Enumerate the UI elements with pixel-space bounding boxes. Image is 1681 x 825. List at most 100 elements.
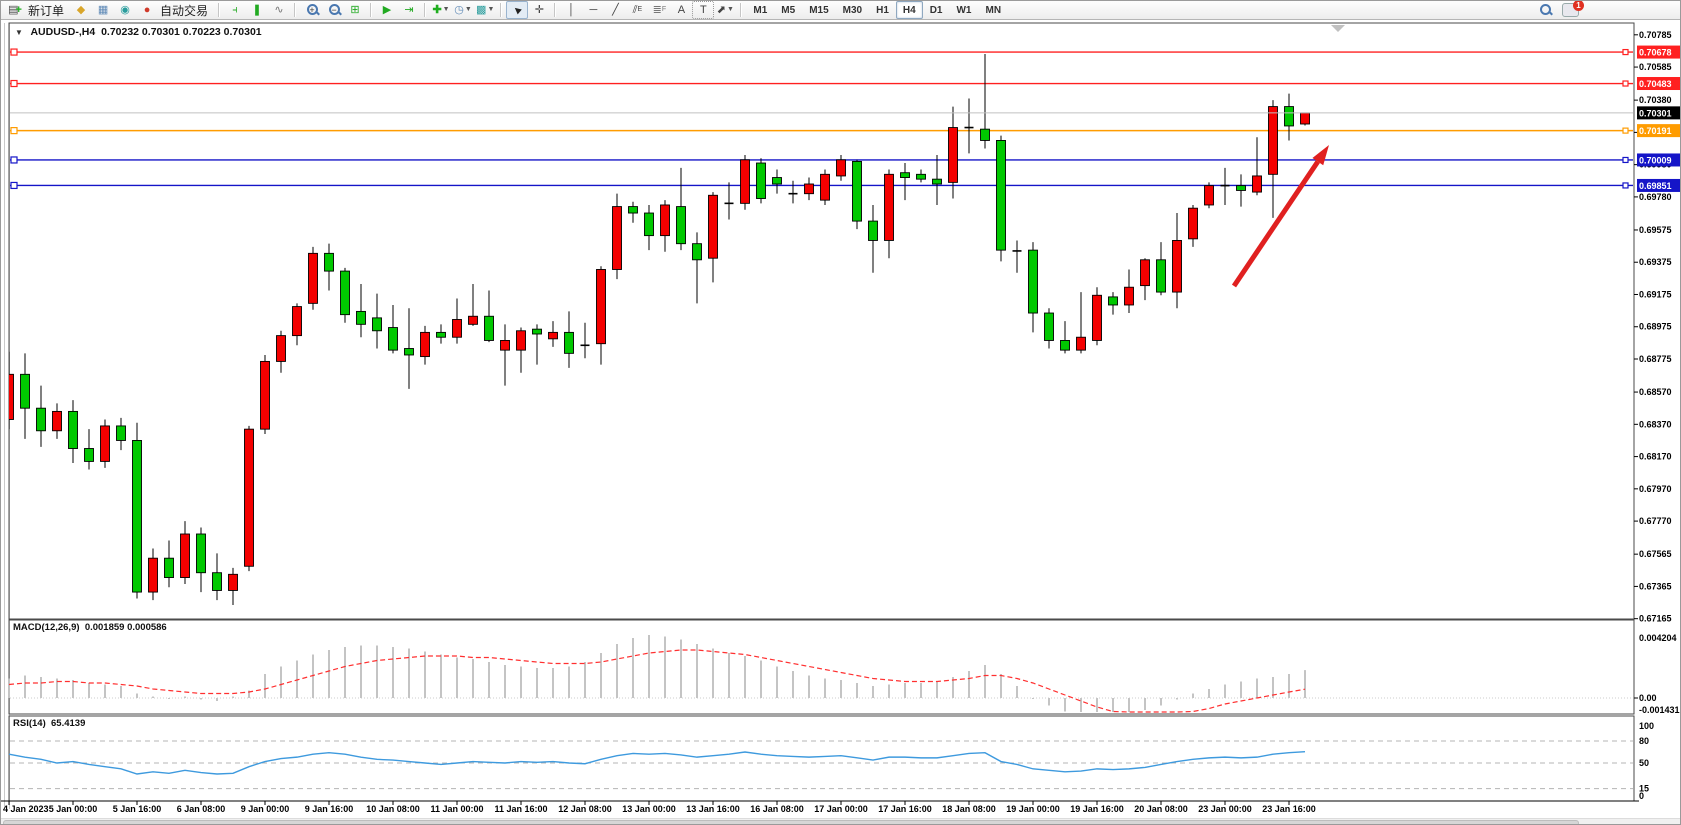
- horizontal-line-tool-icon[interactable]: ─: [589, 4, 598, 16]
- price-line-0.70678[interactable]: [10, 48, 1633, 56]
- macd-label: MACD(12,26,9): [13, 622, 80, 633]
- macd-bar: [600, 653, 602, 698]
- timeframe-button-d1[interactable]: D1: [929, 4, 943, 16]
- macd-signal-line: [8, 649, 1306, 713]
- annotation-arrow[interactable]: [1231, 145, 1329, 288]
- candle-body: [740, 159, 750, 204]
- expert-advisor-icon[interactable]: ◉: [120, 4, 130, 16]
- chart-title[interactable]: ▼ AUDUSD-,H4 0.70232 0.70301 0.70223 0.7…: [15, 26, 262, 38]
- autotrading-icon[interactable]: ●: [143, 4, 151, 16]
- zoom-in-icon[interactable]: +: [300, 1, 322, 19]
- periods-icon[interactable]: ◷ ▼: [454, 4, 472, 16]
- timeframe-button-m1[interactable]: M1: [753, 4, 768, 16]
- candle-body: [756, 162, 766, 199]
- fibonacci-tool-icon[interactable]: ≣ F: [652, 4, 667, 16]
- candle-body: [340, 270, 350, 316]
- svg-text:0.67565: 0.67565: [1639, 549, 1672, 559]
- line-handle: [1622, 127, 1629, 134]
- timeframe-button-w1[interactable]: W1: [956, 4, 972, 16]
- candle-body: [852, 160, 862, 222]
- indicators-icon[interactable]: ✚ ▼: [432, 4, 450, 16]
- auto-scroll-icon[interactable]: ▶: [382, 4, 392, 16]
- timeframe-button-mn[interactable]: MN: [985, 4, 1002, 16]
- notifications-icon[interactable]: 1: [1562, 1, 1584, 17]
- candles-layer[interactable]: [5, 54, 1310, 605]
- candle-body: [804, 183, 814, 195]
- svg-text:0.67365: 0.67365: [1639, 581, 1672, 591]
- candle-body: [100, 425, 110, 462]
- chart-shift-marker[interactable]: [1331, 25, 1345, 32]
- text-tool-icon[interactable]: A: [677, 4, 686, 16]
- cursor-tool-icon[interactable]: ▲: [506, 1, 529, 19]
- svg-text:16 Jan 08:00: 16 Jan 08:00: [750, 804, 804, 814]
- svg-text:9 Jan 16:00: 9 Jan 16:00: [305, 804, 354, 814]
- market-watch-icon[interactable]: ◆: [76, 4, 86, 16]
- macd-bar: [536, 668, 538, 698]
- chart-window-icon[interactable]: ▦: [97, 4, 109, 16]
- macd-bar: [920, 683, 922, 698]
- macd-bar: [1032, 698, 1034, 699]
- macd-bar: [440, 654, 442, 698]
- candle-body: [500, 340, 510, 351]
- timeframe-button-m5[interactable]: M5: [781, 4, 796, 16]
- candlestick-chart-icon[interactable]: ❚: [252, 4, 262, 16]
- tile-windows-icon[interactable]: ⊞: [350, 4, 360, 16]
- candle-body: [1300, 112, 1310, 125]
- timeframe-button-h4[interactable]: H4: [895, 1, 923, 19]
- equidistant-channel-tool-icon[interactable]: ⫽ E: [632, 4, 643, 16]
- svg-text:0.68975: 0.68975: [1639, 322, 1672, 332]
- price-lines-layer: [10, 48, 1633, 190]
- candle-body: [116, 425, 126, 441]
- toolbar-separator: [424, 3, 427, 17]
- autotrading-label[interactable]: 自动交易: [160, 3, 209, 18]
- candle-body: [1108, 296, 1118, 306]
- zoom-out-icon[interactable]: −: [322, 1, 344, 19]
- macd-pane[interactable]: [8, 619, 1635, 715]
- macd-bar: [488, 662, 490, 698]
- timeframe-button-m15[interactable]: M15: [809, 4, 829, 16]
- bar-chart-icon[interactable]: ⫞: [232, 4, 238, 16]
- time-axis[interactable]: 4 Jan 2023 5 Jan 00:00 5 Jan 16:00 6 Jan 08…: [1, 800, 1639, 814]
- svg-text:18 Jan 08:00: 18 Jan 08:00: [942, 804, 996, 814]
- new-order-label[interactable]: 新订单: [28, 3, 65, 18]
- timeframe-button-h1[interactable]: H1: [876, 4, 889, 16]
- horizontal-scrollbar[interactable]: [1, 818, 1680, 824]
- chart-canvas[interactable]: 0.707850.705850.703800.701800.699800.697…: [1, 21, 1681, 818]
- candle-body: [148, 557, 158, 593]
- trendline-tool-icon[interactable]: ╱: [612, 4, 619, 16]
- line-handle: [10, 127, 18, 135]
- rsi-line: [8, 750, 1306, 775]
- line-chart-icon[interactable]: ∿: [274, 4, 284, 16]
- price-line-0.70009[interactable]: [10, 156, 1633, 164]
- crosshair-tool-icon[interactable]: ✛: [534, 4, 544, 16]
- candle-body: [564, 331, 574, 354]
- candle-body: [372, 317, 382, 332]
- chart-shift-icon[interactable]: ⇥: [404, 4, 414, 16]
- new-order-icon[interactable]: ▤ +: [8, 4, 22, 16]
- svg-text:13 Jan 16:00: 13 Jan 16:00: [686, 804, 740, 814]
- macd-bar: [8, 678, 10, 698]
- text-label-tool-icon[interactable]: T: [692, 1, 715, 19]
- macd-bar: [968, 671, 970, 698]
- templates-icon[interactable]: ▩ ▼: [476, 4, 495, 16]
- price-line-0.70191[interactable]: [10, 127, 1633, 135]
- svg-text:17 Jan 16:00: 17 Jan 16:00: [878, 804, 932, 814]
- toolbar-separator: [554, 3, 557, 17]
- search-icon[interactable]: [1540, 4, 1552, 16]
- macd-bar: [1064, 698, 1066, 712]
- macd-bar: [88, 683, 90, 698]
- candle-body: [164, 557, 174, 578]
- candle-body: [404, 348, 414, 356]
- svg-text:19 Jan 16:00: 19 Jan 16:00: [1070, 804, 1124, 814]
- macd-bar: [1272, 677, 1274, 698]
- macd-bar: [696, 644, 698, 698]
- price-line-0.70483[interactable]: [10, 79, 1633, 88]
- scrollbar-thumb[interactable]: [3, 820, 1579, 824]
- vertical-line-tool-icon[interactable]: │: [567, 4, 575, 16]
- chevron-down-icon[interactable]: ▼: [15, 28, 23, 37]
- arrows-tool-icon[interactable]: ⬈ ▼: [716, 4, 734, 16]
- svg-text:10 Jan 08:00: 10 Jan 08:00: [366, 804, 420, 814]
- main-pane[interactable]: [8, 22, 1635, 620]
- timeframe-button-m30[interactable]: M30: [842, 4, 863, 16]
